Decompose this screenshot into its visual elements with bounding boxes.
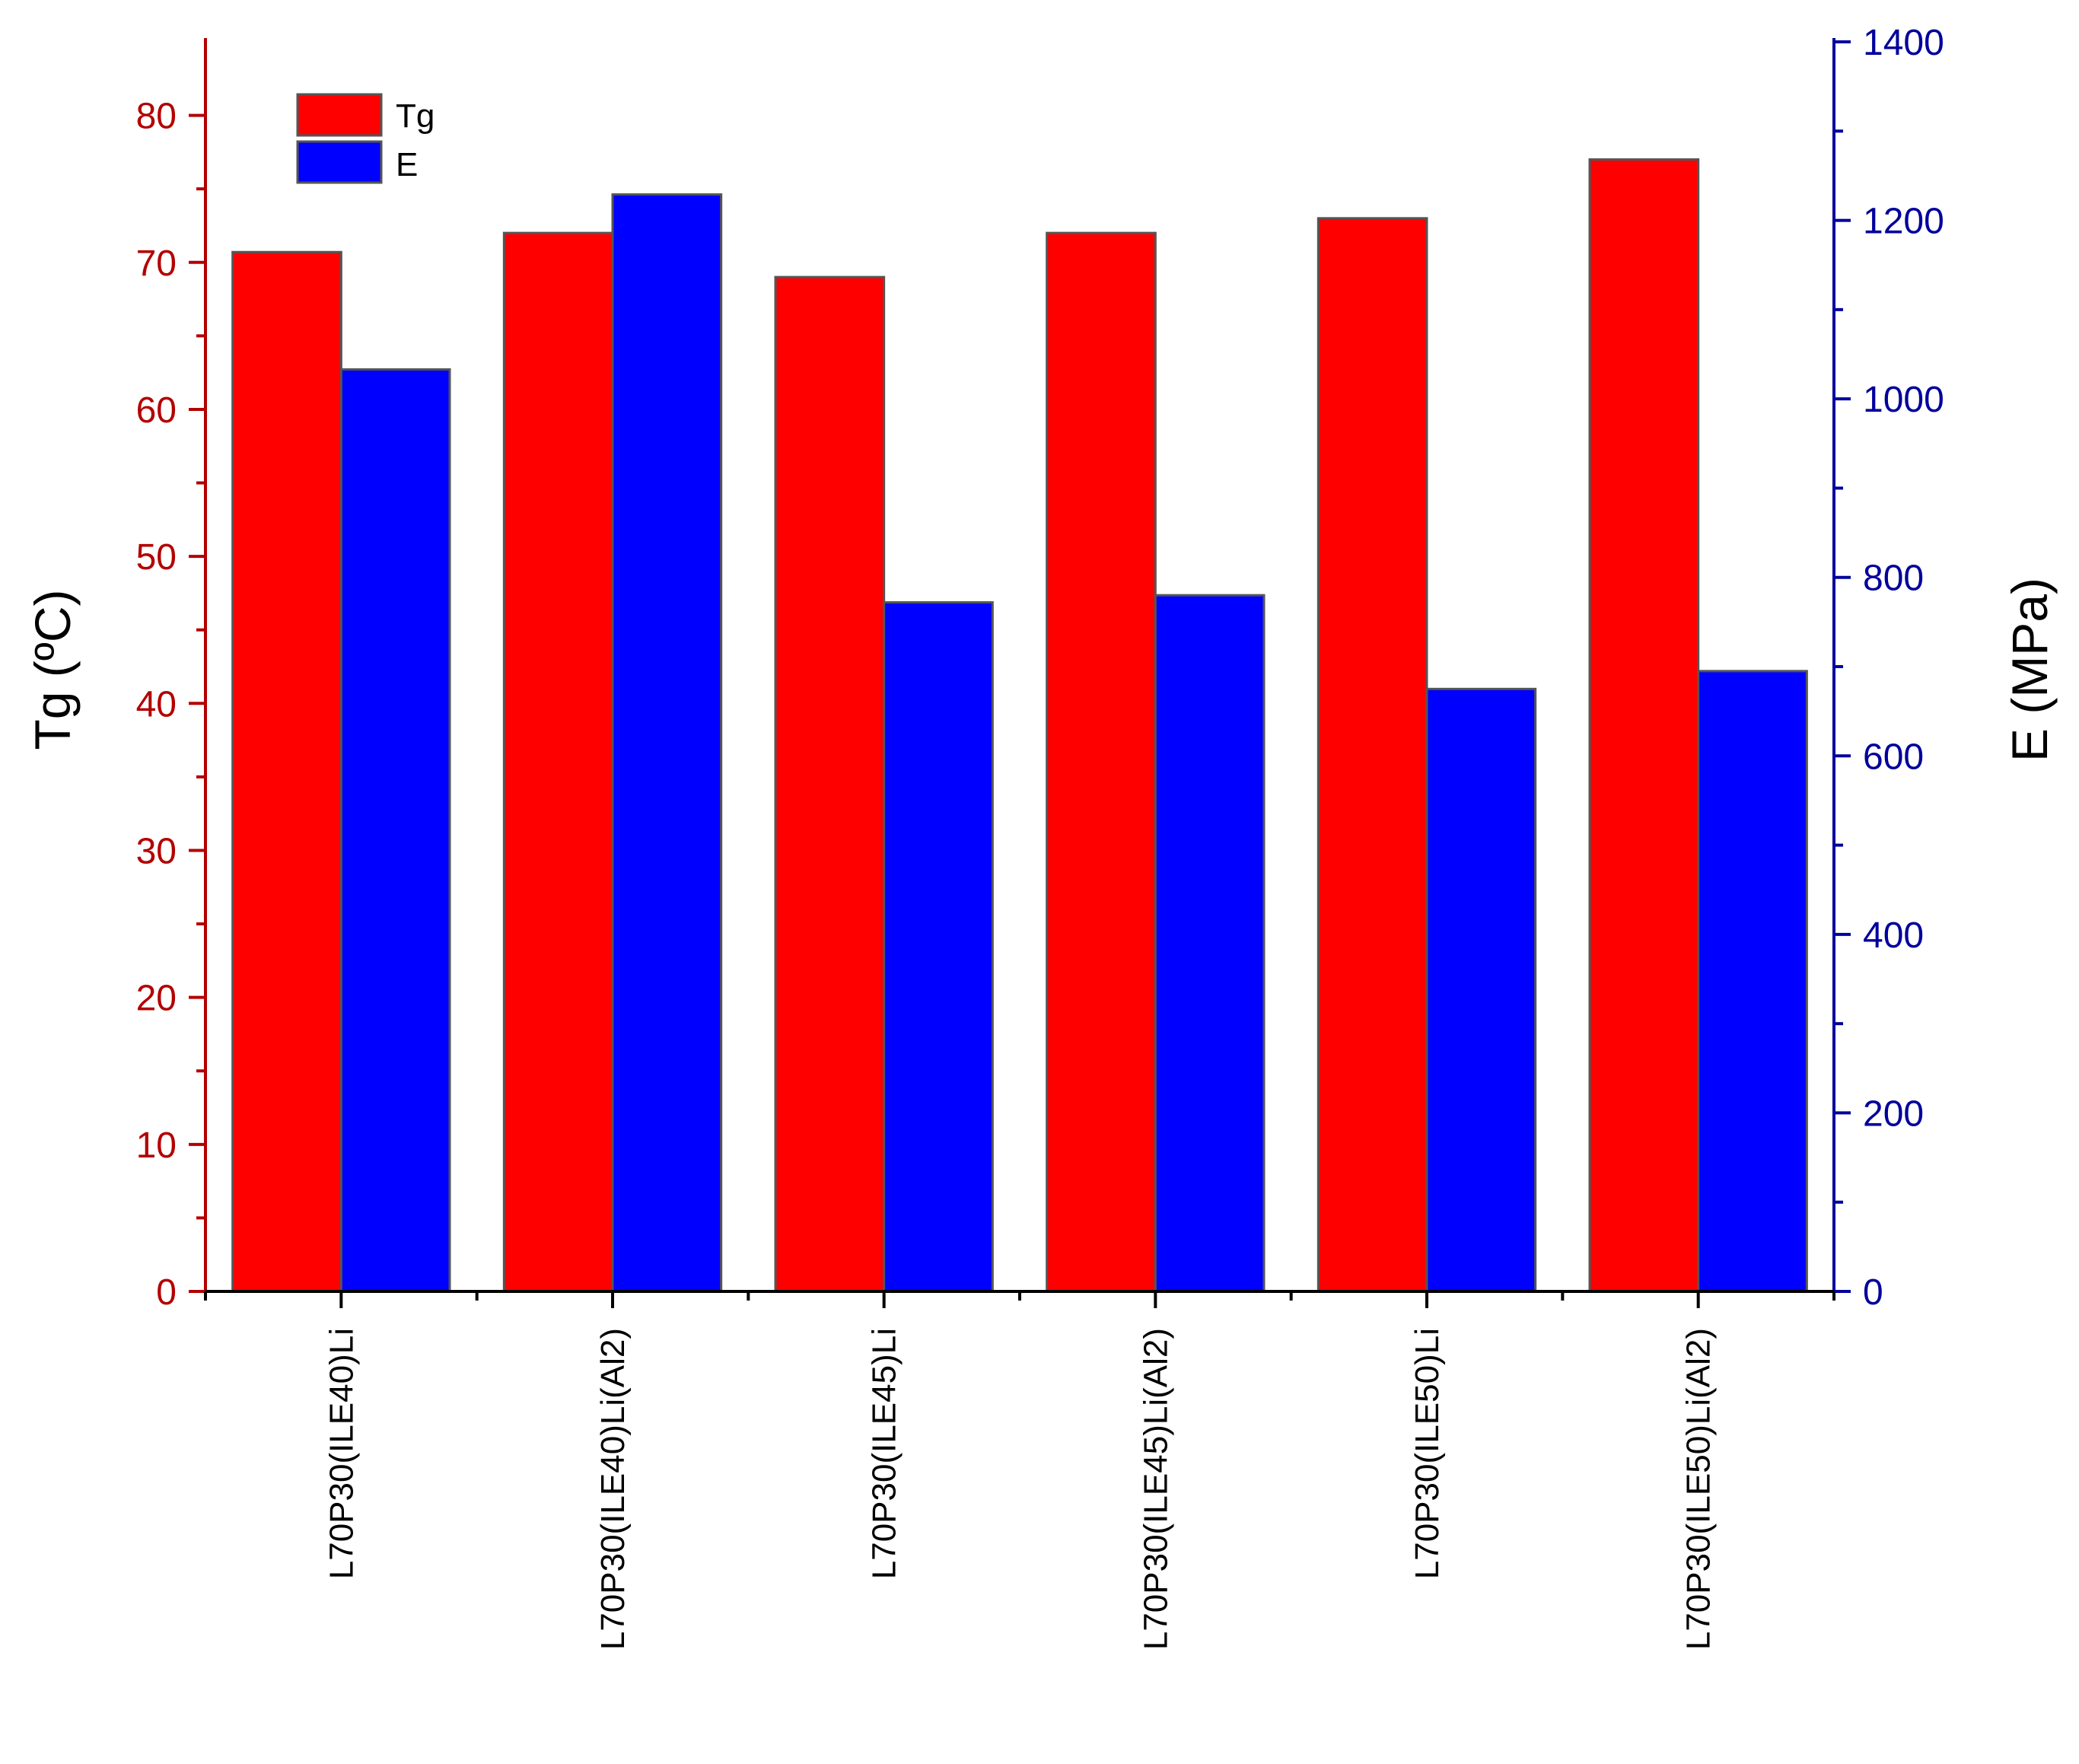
right-axis-title: E (MPa) — [2001, 578, 2058, 762]
right-tick-label: 800 — [1863, 559, 1924, 599]
right-tick-label: 1200 — [1863, 202, 1944, 242]
bar-tg — [231, 250, 342, 1293]
legend: Tg E — [296, 93, 435, 184]
left-tick-label: 40 — [136, 684, 177, 724]
left-tick-label: 50 — [136, 537, 177, 578]
category-label: L70P30(ILE50)Li — [1409, 1328, 1446, 1579]
category-label: L70P30(ILE40)Li — [323, 1328, 360, 1579]
left-tick-label: 20 — [136, 979, 177, 1019]
legend-swatch-e — [296, 140, 383, 184]
right-tick-label: 1000 — [1863, 380, 1944, 420]
axes-layer — [189, 38, 1851, 1308]
left-tick-label: 30 — [136, 831, 177, 871]
bar-e — [1154, 594, 1266, 1293]
right-tick-label: 1400 — [1863, 23, 1944, 63]
labels-layer: L70P30(ILE40)Li L70P30(ILE40)Li(Al2) L70P3… — [136, 23, 1944, 1650]
left-tick-label: 10 — [136, 1126, 177, 1166]
left-axis-title: Tg (ºC) — [24, 589, 81, 750]
bar-e — [1425, 687, 1537, 1293]
category-label: L70P30(ILE40)Li(Al2) — [594, 1328, 632, 1650]
bar-tg — [1046, 231, 1157, 1293]
category-label: L70P30(ILE50)Li(Al2) — [1680, 1328, 1718, 1650]
right-tick-label: 400 — [1863, 915, 1924, 956]
left-tick-label: 60 — [136, 390, 177, 431]
bar-e — [883, 601, 994, 1293]
left-tick-label: 70 — [136, 244, 177, 284]
bar-tg — [1588, 158, 1700, 1293]
legend-label-tg: Tg — [396, 97, 435, 135]
bar-e — [1697, 670, 1808, 1293]
left-tick-label: 80 — [136, 97, 177, 137]
bars-layer — [231, 158, 1808, 1293]
bar-tg — [502, 231, 614, 1293]
left-tick-label: 0 — [156, 1272, 177, 1313]
legend-label-e: E — [396, 146, 418, 183]
right-tick-label: 0 — [1863, 1272, 1883, 1313]
bar-tg — [1316, 217, 1428, 1293]
bar-tg — [774, 275, 886, 1293]
legend-swatch-tg — [296, 93, 383, 137]
bar-e — [611, 193, 723, 1293]
category-label: L70P30(ILE45)Li — [866, 1328, 903, 1579]
right-tick-label: 200 — [1863, 1094, 1924, 1134]
category-label: L70P30(ILE45)Li(Al2) — [1137, 1328, 1174, 1650]
bar-e — [339, 368, 451, 1293]
right-tick-label: 600 — [1863, 737, 1924, 777]
